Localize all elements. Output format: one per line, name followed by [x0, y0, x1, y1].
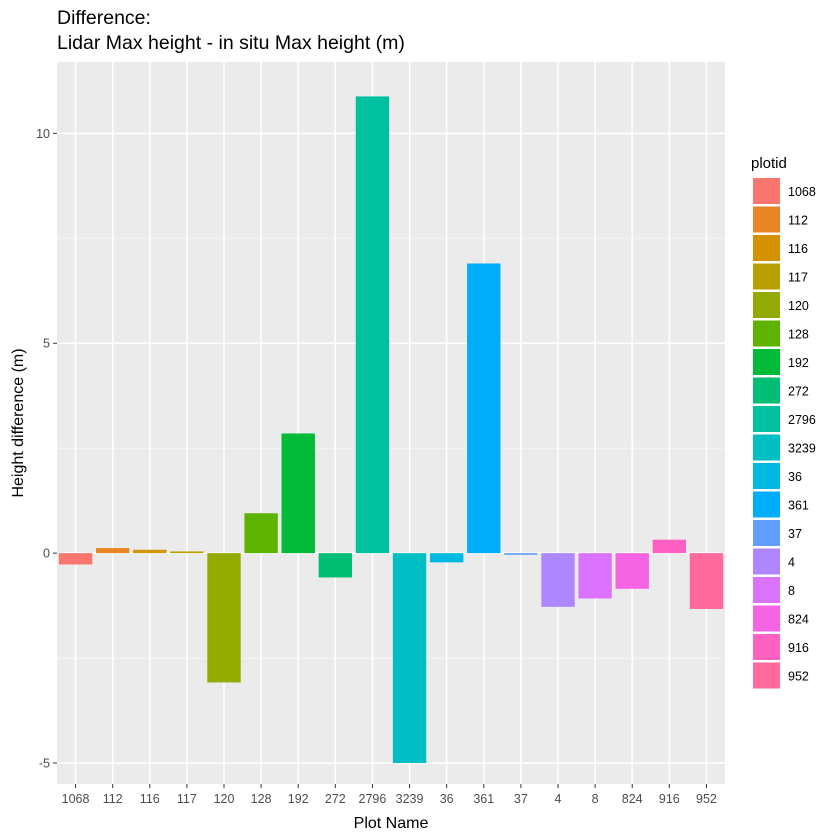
bar-1068 — [58, 553, 93, 565]
x-tick-label: 8 — [592, 792, 599, 806]
legend-key-8 — [753, 577, 780, 603]
legend-label: 4 — [788, 556, 795, 570]
x-tick-label: 116 — [140, 792, 160, 806]
legend-key-4 — [753, 548, 780, 575]
plot-panel — [57, 62, 725, 784]
bars — [58, 96, 724, 764]
legend-key-824 — [753, 605, 780, 632]
legend-key-120 — [753, 292, 780, 318]
x-tick-label: 117 — [177, 792, 197, 806]
y-axis-label: Height difference (m) — [10, 348, 27, 497]
legend-label: 361 — [788, 499, 809, 513]
legend-key-272 — [753, 377, 780, 404]
bar-116 — [133, 549, 167, 554]
legend-label: 112 — [788, 214, 808, 228]
bar-192 — [281, 433, 315, 554]
legend-key-3239 — [753, 434, 780, 461]
bar-4 — [541, 553, 575, 607]
x-tick-label: 120 — [214, 792, 235, 806]
legend-key-116 — [753, 235, 780, 261]
bar-824 — [615, 553, 649, 589]
bar-36 — [429, 553, 464, 563]
x-tick-label: 1068 — [62, 792, 90, 806]
bar-361 — [467, 263, 501, 554]
legend-key-117 — [753, 263, 780, 290]
legend-label: 1068 — [788, 185, 816, 199]
x-tick-label: 128 — [251, 792, 272, 806]
legend-label: 37 — [788, 527, 802, 541]
legend-key-361 — [753, 491, 780, 518]
legend-label: 3239 — [788, 442, 816, 456]
legend-label: 120 — [788, 299, 809, 313]
bar-37 — [504, 553, 538, 555]
x-tick-label: 192 — [288, 792, 309, 806]
legend-key-192 — [753, 349, 780, 375]
bar-117 — [170, 551, 204, 554]
bar-128 — [244, 513, 278, 554]
x-tick-label: 824 — [622, 792, 643, 806]
bar-8 — [578, 553, 612, 599]
y-axis: -5 0 5 10 — [36, 127, 57, 771]
legend-key-37 — [753, 520, 780, 546]
legend-key-36 — [753, 463, 780, 489]
x-tick-label: 361 — [473, 792, 494, 806]
legend-key-916 — [753, 634, 780, 660]
x-tick-label: 3239 — [396, 792, 424, 806]
chart-title-line-2: Lidar Max height - in situ Max height (m… — [57, 32, 405, 54]
legend-label: 952 — [788, 670, 809, 684]
legend-label: 272 — [788, 385, 809, 399]
legend-key-128 — [753, 320, 780, 347]
x-tick-label: 2796 — [359, 792, 387, 806]
y-tick-label: 0 — [43, 547, 50, 561]
x-tick-label: 952 — [696, 792, 717, 806]
x-tick-label: 916 — [659, 792, 680, 806]
legend-label: 116 — [788, 242, 808, 256]
y-tick-label: 10 — [36, 127, 50, 141]
legend-label: 128 — [788, 328, 809, 342]
bar-916 — [652, 539, 687, 554]
minor-gridlines — [57, 237, 725, 659]
bar-272 — [318, 553, 353, 578]
chart-title-line-1: Difference: — [57, 7, 151, 29]
bar-2796 — [355, 96, 390, 554]
bar-120 — [207, 553, 241, 683]
legend-label: 36 — [788, 470, 802, 484]
x-axis-label: Plot Name — [354, 815, 429, 832]
x-tick-label: 272 — [325, 792, 346, 806]
legend-label: 117 — [788, 271, 808, 285]
legend-key-952 — [753, 662, 780, 689]
legend-title: plotid — [751, 155, 787, 172]
x-tick-label: 112 — [103, 792, 123, 806]
x-tick-label: 37 — [514, 792, 528, 806]
legend-key-2796 — [753, 406, 780, 432]
legend-key-1068 — [753, 178, 780, 204]
y-tick-label: 5 — [43, 337, 50, 351]
chart-title: Difference: Lidar Max height - in situ M… — [57, 6, 405, 56]
legend-label: 8 — [788, 584, 795, 598]
bar-3239 — [392, 553, 427, 764]
legend-label: 2796 — [788, 413, 816, 427]
bar-112 — [95, 548, 130, 554]
legend-key-112 — [753, 206, 780, 233]
legend-label: 824 — [788, 613, 809, 627]
legend: plotid 1068 112 116 117 120 128 192 272 2796 3239… — [751, 155, 816, 689]
legend-label: 192 — [788, 356, 809, 370]
legend-label: 916 — [788, 641, 809, 655]
y-tick-label: -5 — [39, 757, 50, 771]
x-tick-label: 4 — [555, 792, 562, 806]
bar-952 — [689, 553, 724, 609]
x-axis: 1068 112 116 117 120 128 192 272 2796 3239 36 361 37… — [62, 784, 717, 806]
x-tick-label: 36 — [440, 792, 454, 806]
